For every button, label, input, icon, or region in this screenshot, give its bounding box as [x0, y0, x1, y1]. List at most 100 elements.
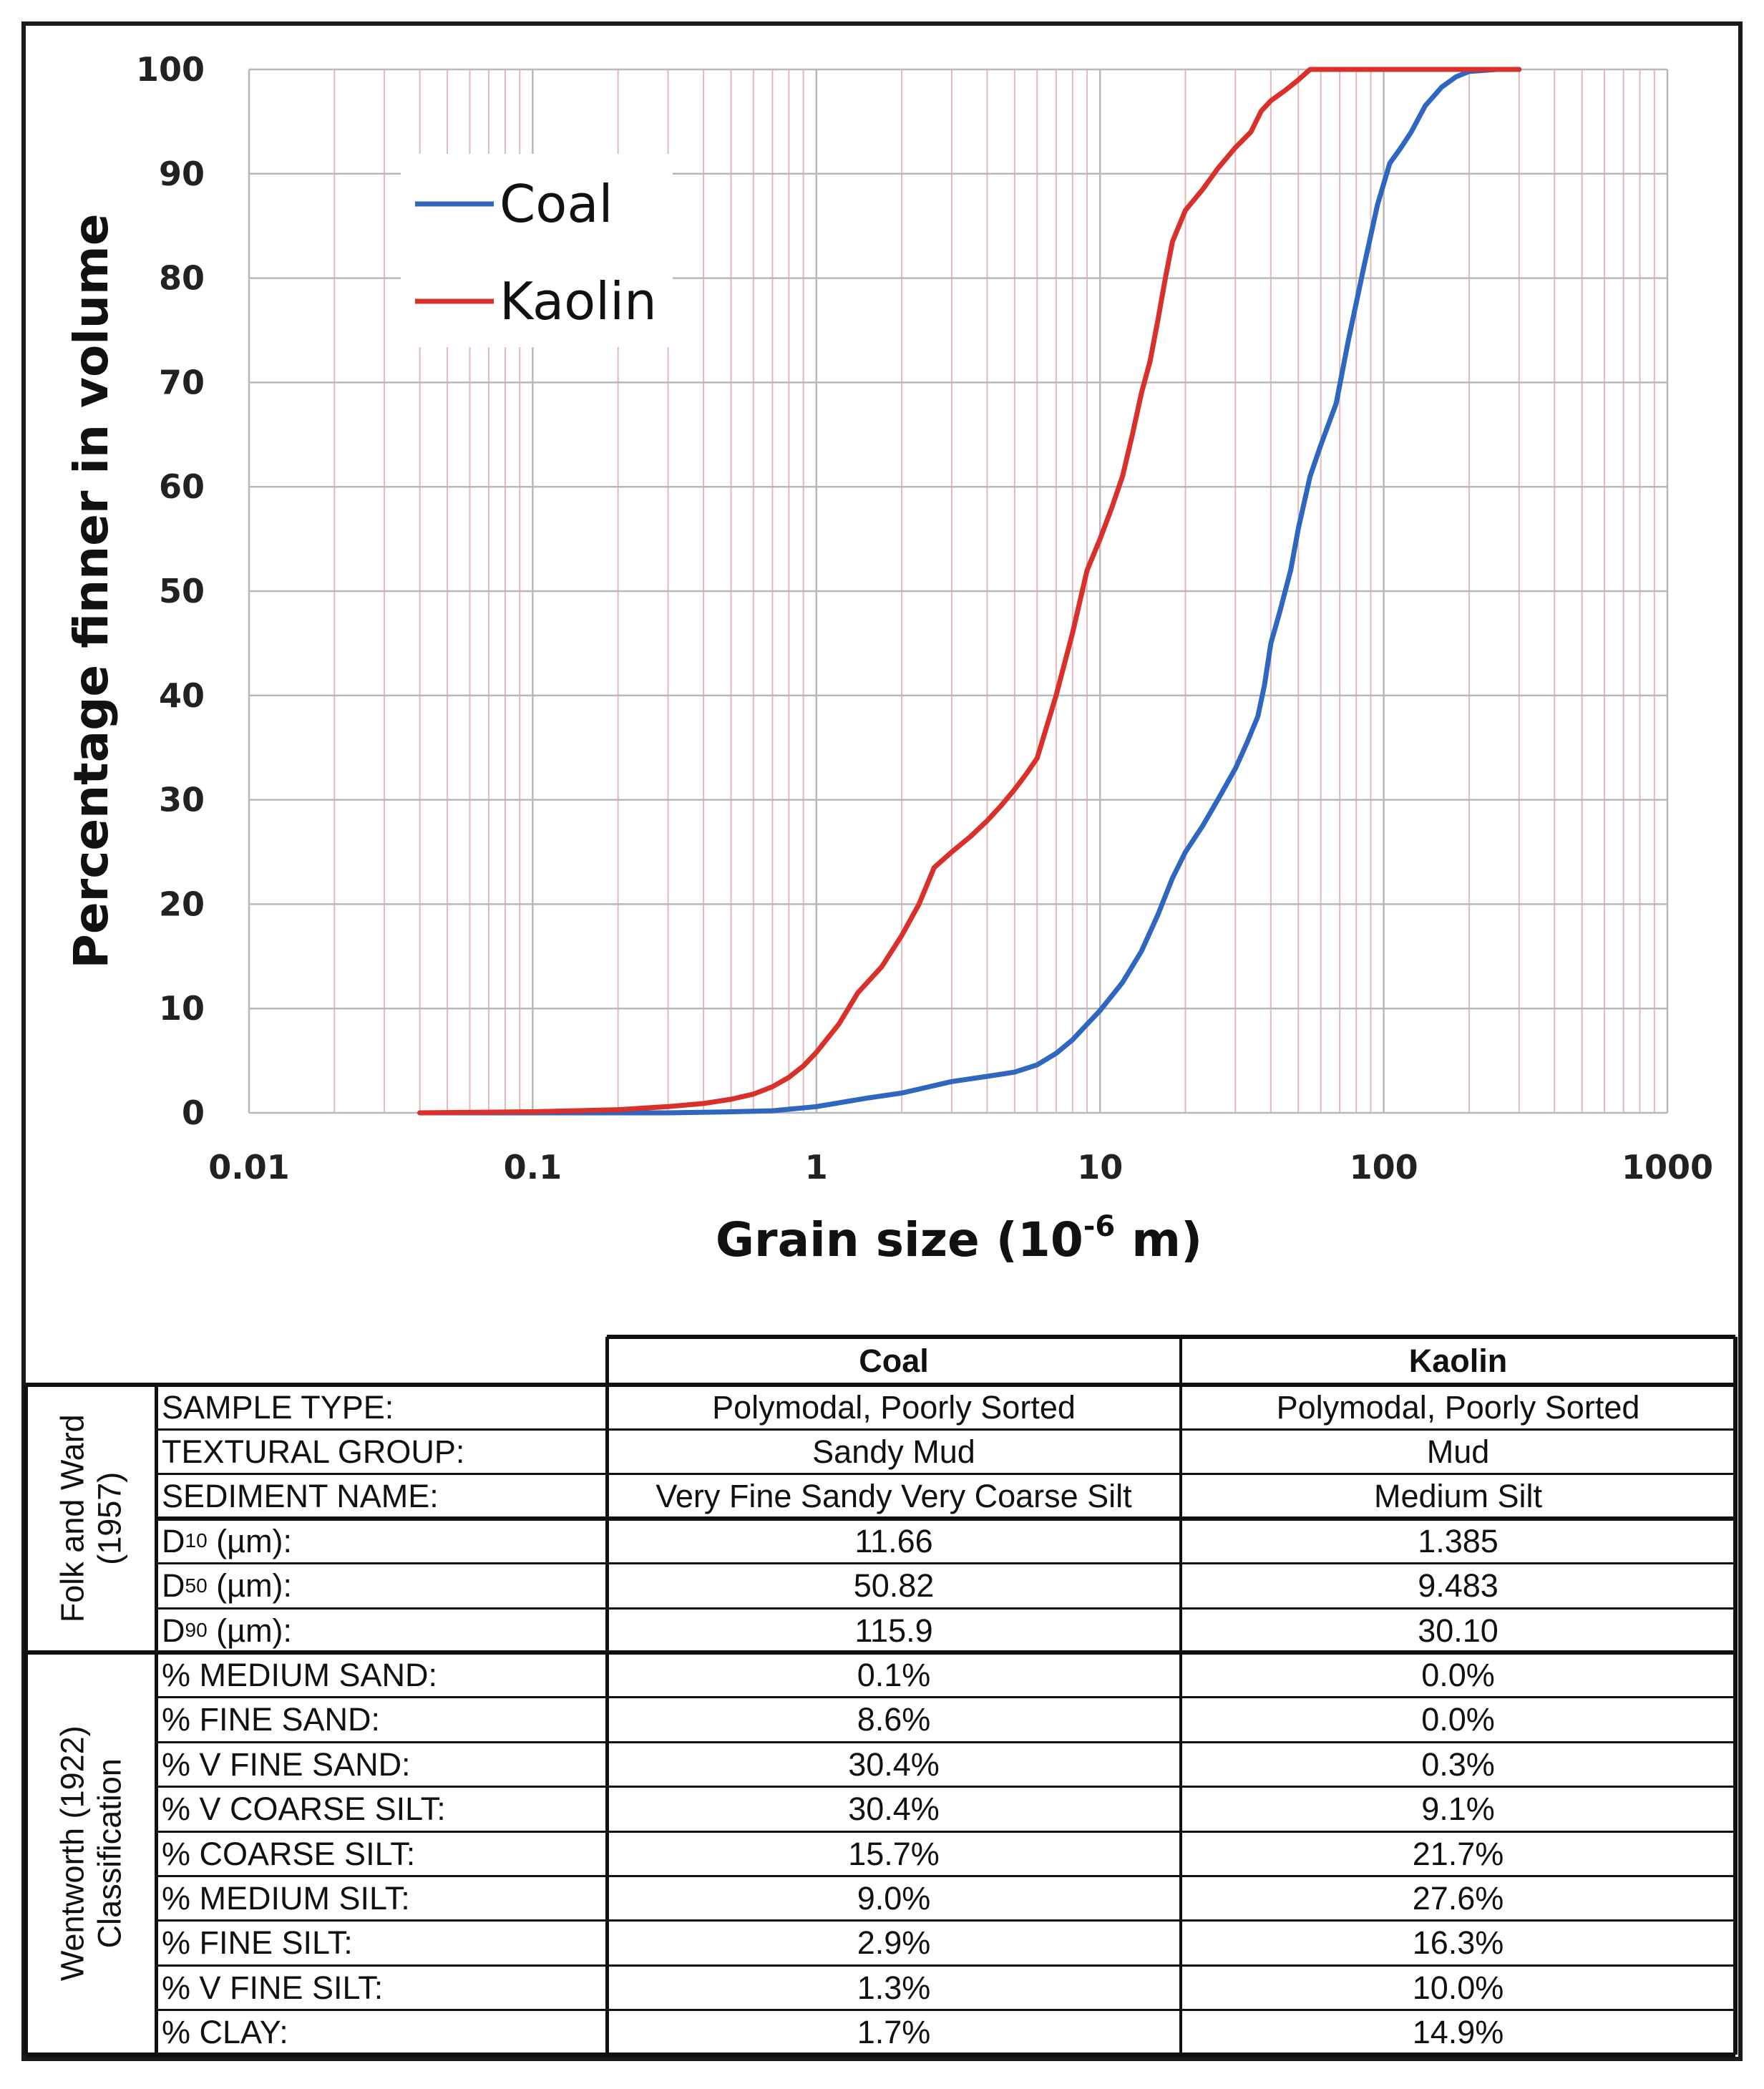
y-tick-label: 50	[159, 572, 205, 610]
coal-value: 9.0%	[857, 1880, 931, 1917]
table-rule	[156, 1740, 1735, 1743]
coal-value: 15.7%	[848, 1835, 940, 1872]
table-rule	[1733, 1337, 1738, 2055]
x-tick-labels: 0.01 0.1 1 10 100 1000	[208, 1148, 1713, 1187]
table-rule	[156, 1964, 1735, 1967]
coal-value: 30.4%	[848, 1791, 940, 1828]
table-rule	[1179, 1337, 1182, 2055]
y-tick-label: 10	[159, 989, 205, 1028]
legend-label-kaolin: Kaolin	[500, 271, 657, 331]
coal-value: 0.1%	[857, 1657, 931, 1694]
row-label: TEXTURAL GROUP:	[162, 1433, 465, 1471]
row-label: % MEDIUM SAND:	[162, 1657, 438, 1694]
kaolin-value: 14.9%	[1412, 2014, 1504, 2051]
y-axis-title: Percentage finner in volume	[64, 214, 119, 969]
series-line-coal	[417, 67, 1522, 1116]
x-tick-label: 1000	[1622, 1148, 1713, 1187]
table-rule	[156, 2009, 1735, 2012]
column-header-kaolin: Kaolin	[1408, 1343, 1508, 1379]
kaolin-value: Medium Silt	[1373, 1478, 1543, 1515]
coal-value: 115.9	[854, 1612, 933, 1649]
table-rule	[156, 1919, 1735, 1922]
kaolin-value: Mud	[1426, 1433, 1490, 1471]
row-label: % MEDIUM SILT:	[162, 1880, 410, 1917]
row-label: D 90 (µm):	[162, 1612, 293, 1649]
group-label: Folk and Ward (1957)	[54, 1414, 128, 1623]
table-rule	[156, 1428, 1735, 1431]
table-rule	[156, 1696, 1735, 1699]
table-rule	[26, 1383, 1735, 1387]
y-tick-label: 100	[136, 50, 205, 89]
kaolin-value: 0.0%	[1421, 1701, 1495, 1738]
row-label: SAMPLE TYPE:	[162, 1388, 394, 1426]
row-label: % V FINE SILT:	[162, 1969, 384, 2006]
x-tick-label: 0.01	[208, 1148, 290, 1187]
row-label: % FINE SAND:	[162, 1701, 381, 1738]
chart-legend: Coal Kaolin	[401, 154, 673, 347]
kaolin-value: 1.385	[1418, 1522, 1499, 1559]
kaolin-value: 27.6%	[1412, 1880, 1504, 1917]
coal-value: 1.3%	[857, 1969, 931, 2006]
row-label: D 10 (µm):	[162, 1522, 293, 1559]
kaolin-value: 10.0%	[1412, 1969, 1504, 2006]
table-rule	[154, 1385, 158, 2055]
table-rule	[156, 1830, 1735, 1833]
row-label: % COARSE SILT:	[162, 1835, 416, 1872]
x-tick-label: 0.1	[504, 1148, 562, 1187]
y-tick-label: 70	[159, 363, 205, 401]
table-rule	[156, 1874, 1735, 1877]
group-label: Wentworth (1922) Classification	[54, 1725, 127, 1982]
row-label: D 50 (µm):	[162, 1567, 293, 1605]
kaolin-value: 16.3%	[1412, 1924, 1504, 1962]
table-rule	[156, 1786, 1735, 1788]
y-tick-label: 30	[159, 781, 205, 819]
x-tick-label: 1	[805, 1148, 828, 1187]
kaolin-value: 0.0%	[1421, 1657, 1495, 1694]
kaolin-value: Polymodal, Poorly Sorted	[1276, 1388, 1640, 1426]
table-rule	[24, 1385, 28, 2055]
table-rule	[26, 2053, 1735, 2057]
coal-value: Polymodal, Poorly Sorted	[712, 1388, 1076, 1426]
coal-value: Sandy Mud	[812, 1433, 975, 1471]
table-rule	[605, 1337, 609, 2055]
legend-label-coal: Coal	[500, 174, 613, 234]
kaolin-value: 0.3%	[1421, 1745, 1495, 1783]
table-rule	[156, 1473, 1735, 1476]
row-label: % V COARSE SILT:	[162, 1791, 446, 1828]
table-rule	[156, 1516, 1735, 1521]
row-label: % CLAY:	[162, 2014, 288, 2051]
row-label: % V FINE SAND:	[162, 1745, 411, 1783]
coal-value: 50.82	[853, 1567, 935, 1605]
table-rule	[156, 1562, 1735, 1565]
series-lines	[417, 67, 1522, 1116]
table-rule	[607, 1335, 1735, 1339]
kaolin-value: 9.1%	[1421, 1791, 1495, 1828]
coal-value: 1.7%	[857, 2014, 931, 2051]
x-tick-label: 100	[1350, 1148, 1418, 1187]
coal-value: 8.6%	[857, 1701, 931, 1738]
kaolin-value: 9.483	[1418, 1567, 1499, 1605]
coal-value: 30.4%	[848, 1745, 940, 1783]
kaolin-value: 30.10	[1418, 1612, 1499, 1649]
x-axis-title: Grain size (10-6 m)	[716, 1210, 1202, 1267]
y-tick-label: 90	[159, 155, 205, 193]
y-tick-label: 60	[159, 467, 205, 506]
y-tick-label: 40	[159, 676, 205, 715]
row-label: % FINE SILT:	[162, 1924, 353, 1962]
column-header-coal: Coal	[859, 1343, 929, 1379]
coal-value: Very Fine Sandy Very Coarse Silt	[656, 1478, 1132, 1515]
legend-box	[401, 154, 673, 347]
y-tick-label: 20	[159, 885, 205, 923]
coal-value: 2.9%	[857, 1924, 931, 1962]
kaolin-value: 21.7%	[1412, 1835, 1504, 1872]
x-tick-label: 10	[1077, 1148, 1123, 1187]
series-line-kaolin	[417, 67, 1522, 1116]
table-rule	[156, 1607, 1735, 1610]
grain-size-chart: 0 10 20 30 40 50 60 70 80 90 100 0.01 0.1 1 10 100 1000…	[64, 50, 1713, 1267]
y-tick-labels: 0 10 20 30 40 50 60 70 80 90 100	[136, 50, 205, 1132]
y-tick-label: 80	[159, 259, 205, 298]
coal-value: 11.66	[854, 1522, 933, 1559]
table-rule	[26, 1650, 1735, 1655]
y-tick-label: 0	[182, 1094, 205, 1132]
row-label: SEDIMENT NAME:	[162, 1478, 439, 1515]
